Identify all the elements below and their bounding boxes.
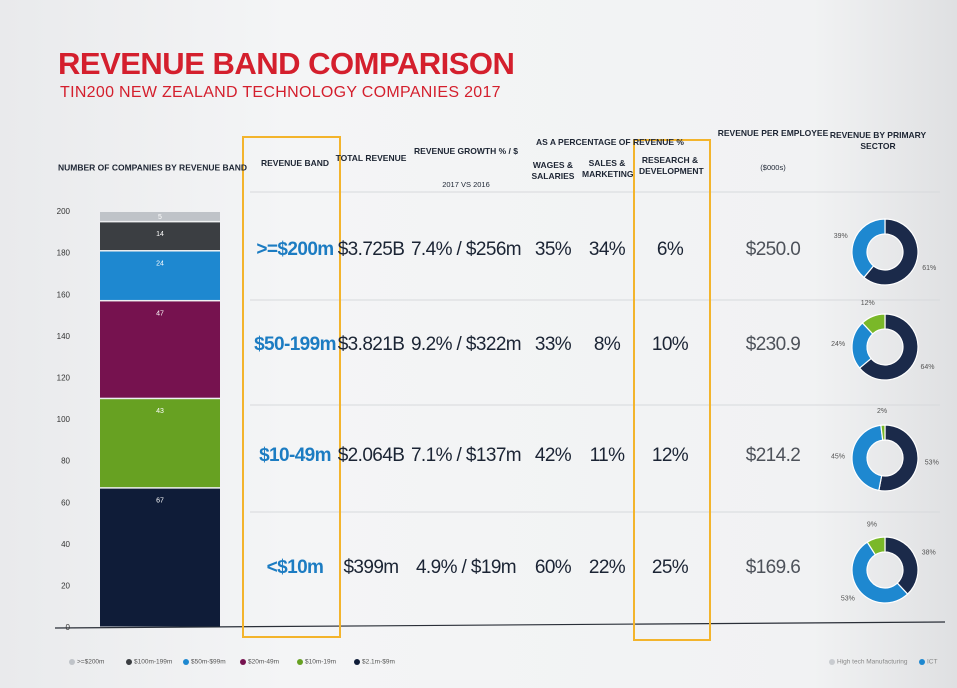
table-cell: >=$200m [249,239,341,261]
column-header: REVENUE GROWTH % / $ [403,146,529,157]
column-header: REVENUE BAND [249,158,341,169]
legend-swatch [297,659,303,665]
table-cell: 25% [639,557,701,579]
bar-segment [100,489,220,627]
y-tick-label: 160 [57,290,71,299]
y-tick-label: 120 [57,374,71,383]
donut-slice [885,537,918,594]
data-label: 67 [156,497,164,504]
table-cell: 8% [582,334,632,356]
legend-swatch [354,659,360,665]
page-subtitle: TIN200 NEW ZEALAND TECHNOLOGY COMPANIES … [60,84,501,102]
donut-label: 61% [922,265,936,272]
chart-title: NUMBER OF COMPANIES BY REVENUE BAND [58,162,247,172]
column-header: TOTAL REVENUE [332,153,410,164]
table-cell: <$10m [249,557,341,579]
donut-label: 39% [834,233,848,240]
legend-label: >=$200m [77,659,104,666]
data-label: 43 [156,408,164,415]
column-header: REVENUE BY PRIMARY SECTOR [823,130,933,152]
table-cell: 6% [639,239,701,261]
column-header: REVENUE PER EMPLOYEE [713,128,833,139]
legend-label: High tech Manufacturing [837,659,908,666]
page: NUMBER OF COMPANIES BY REVENUE BAND 0 20 4… [0,0,957,688]
table-cell: 33% [529,334,577,356]
table-cell: $3.821B [332,334,410,356]
y-tick-label: 200 [57,207,71,216]
table-cell: 11% [582,445,632,467]
column-header: RESEARCH & DEVELOPMENT [639,155,701,177]
legend-label: ICT [927,659,938,666]
table-cell: 42% [529,445,577,467]
y-tick-label: 80 [61,457,70,466]
donut-label: 53% [925,459,939,466]
y-tick-label: 0 [66,623,71,632]
legend-swatch [829,659,835,665]
donut-label: 38% [922,550,936,557]
table-cell: 35% [529,239,577,261]
page-title: REVENUE BAND COMPARISON [58,46,514,82]
table-cell: 12% [639,445,701,467]
table-cell: $169.6 [713,557,833,579]
bar-segment [100,252,220,300]
table-cell: 9.2% / $322m [403,334,529,356]
table-cell: $2.064B [332,445,410,467]
donut-label: 2% [877,408,887,415]
donut-label: 12% [861,300,875,307]
legend-swatch [69,659,75,665]
y-tick-label: 180 [57,249,71,258]
y-tick-label: 100 [57,415,71,424]
donut-label: 53% [841,596,855,603]
legend-label: $50m-$99m [191,659,226,666]
legend-swatch [240,659,246,665]
column-header: WAGES & SALARIES [529,160,577,182]
table-cell: 4.9% / $19m [403,557,529,579]
table-cell: $3.725B [332,239,410,261]
table-cell: 7.1% / $137m [403,445,529,467]
column-header: SALES & MARKETING [582,158,632,180]
legend-label: $100m-199m [134,659,172,666]
table-cell: $399m [332,557,410,579]
table-cell: $214.2 [713,445,833,467]
table-cell: 60% [529,557,577,579]
table-cell: 34% [582,239,632,261]
y-tick-label: 20 [61,582,70,591]
legend-swatch [126,659,132,665]
data-label: 14 [156,231,164,238]
table-cell: 22% [582,557,632,579]
column-subheader: ($000s) [713,163,833,172]
data-label: 5 [158,214,162,221]
table-cell: 7.4% / $256m [403,239,529,261]
table-cell: 10% [639,334,701,356]
donut-label: 64% [921,364,935,371]
legend-label: $20m-49m [248,659,279,666]
legend-swatch [919,659,925,665]
donut-slice [852,219,885,277]
table-cell: $250.0 [713,239,833,261]
donut-label: 45% [831,453,845,460]
table-cell: $50-199m [249,334,341,356]
y-tick-label: 140 [57,332,71,341]
y-tick-label: 40 [61,540,70,549]
donut-label: 9% [867,522,877,529]
legend-label: $10m-19m [305,659,336,666]
table-cell: $230.9 [713,334,833,356]
column-subheader: 2017 VS 2016 [403,180,529,189]
legend-label: $2.1m-$9m [362,659,395,666]
table-cell: $10-49m [249,445,341,467]
data-label: 47 [156,310,164,317]
group-header: AS A PERCENTAGE OF REVENUE % [520,137,700,148]
donut-slice [852,425,883,490]
y-tick-label: 60 [61,498,70,507]
legend-swatch [183,659,189,665]
donut-label: 24% [831,341,845,348]
data-label: 24 [156,260,164,267]
